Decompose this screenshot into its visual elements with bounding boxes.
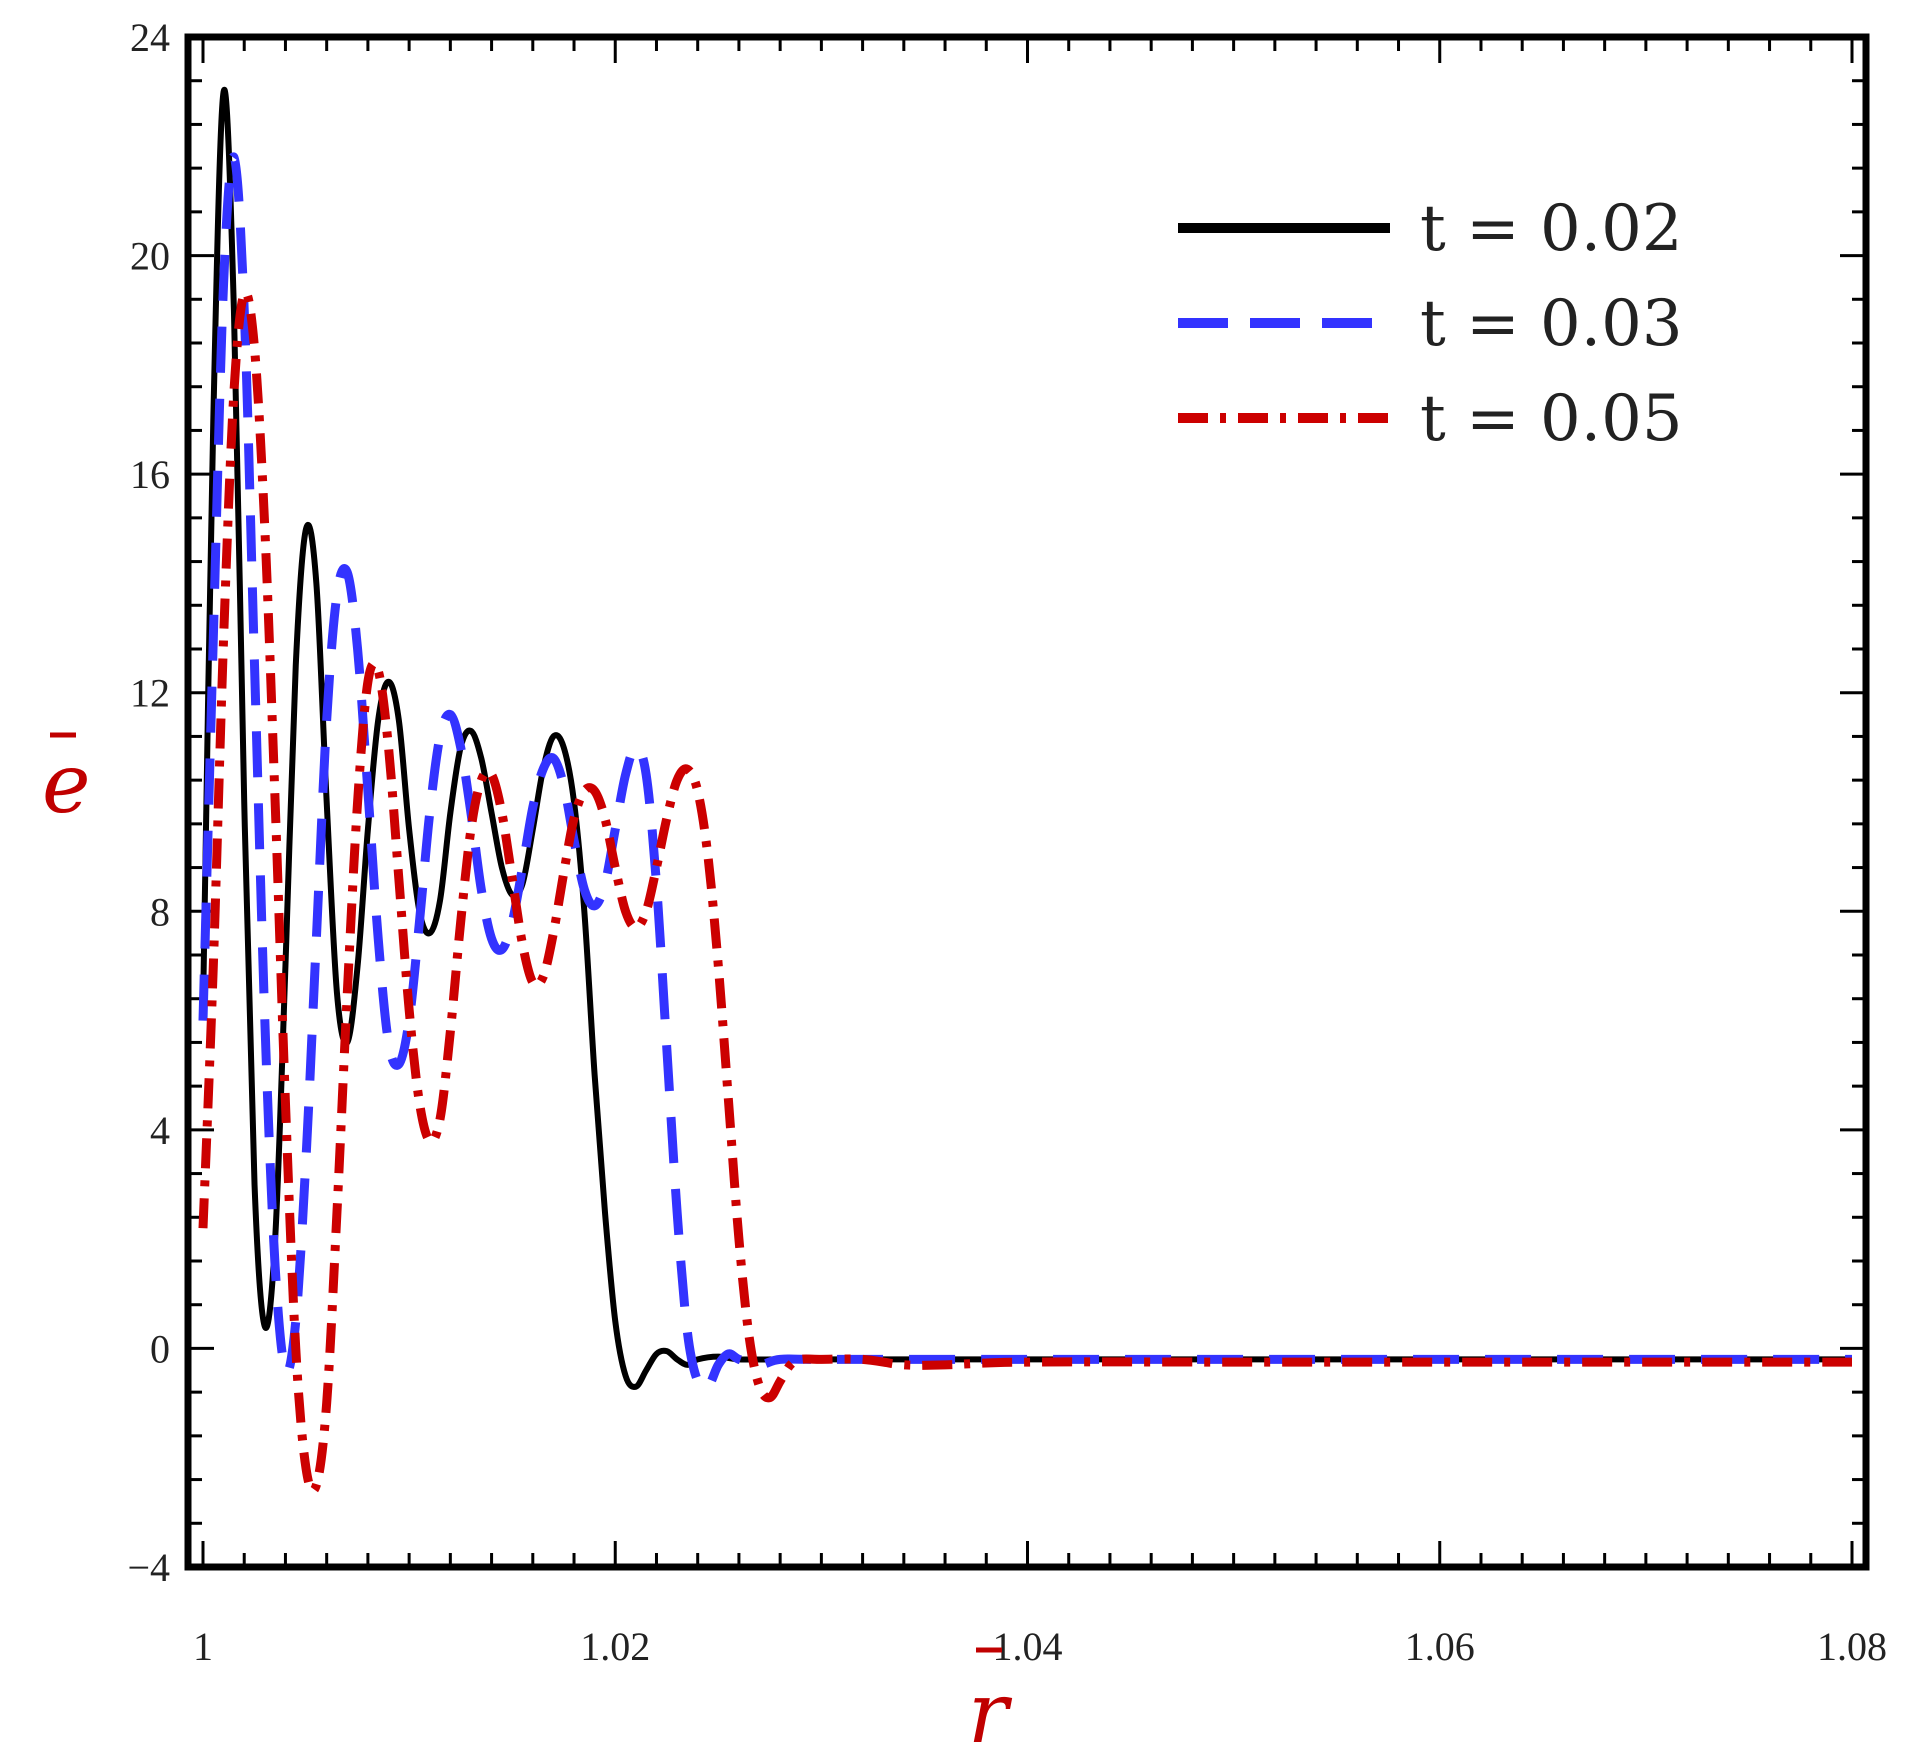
x-tick-label: 1.06 [1405, 1624, 1475, 1669]
x-tick-label: 1.02 [580, 1624, 650, 1669]
x-axis-label-text: r [968, 1664, 1013, 1755]
series-lines [198, 86, 1853, 1496]
y-tick-label: 20 [130, 234, 170, 279]
y-tick-label: 12 [130, 671, 170, 716]
series-line-2 [198, 152, 1853, 1394]
y-tick-label: 0 [150, 1326, 170, 1371]
y-tick-label: 4 [150, 1108, 170, 1153]
x-tick-label: 1.08 [1817, 1624, 1887, 1669]
y-axis-label: e [42, 732, 91, 832]
x-tick-label: 1.04 [993, 1624, 1063, 1669]
legend-label-1: t = 0.02 [1420, 192, 1683, 266]
legend-label-2: t = 0.03 [1420, 287, 1683, 361]
y-tick-label: −4 [127, 1545, 170, 1590]
y-tick-label: 8 [150, 889, 170, 934]
x-tick-label: 1 [193, 1624, 213, 1669]
legend-label-3: t = 0.05 [1420, 382, 1683, 456]
x-axis-label: r [968, 1647, 1013, 1755]
axis-tick-labels: 1 1.02 1.04 1.06 1.08 −4 0 4 8 12 16 20 24 [127, 15, 1887, 1669]
plot-area [184, 33, 1870, 1571]
legend: t = 0.02 t = 0.03 t = 0.05 [1178, 192, 1683, 456]
y-tick-label: 16 [130, 452, 170, 497]
axis-ticks [188, 35, 1866, 1569]
y-tick-label: 24 [130, 15, 170, 60]
y-axis-label-text: e [42, 737, 91, 832]
series-line-3 [198, 287, 1852, 1496]
